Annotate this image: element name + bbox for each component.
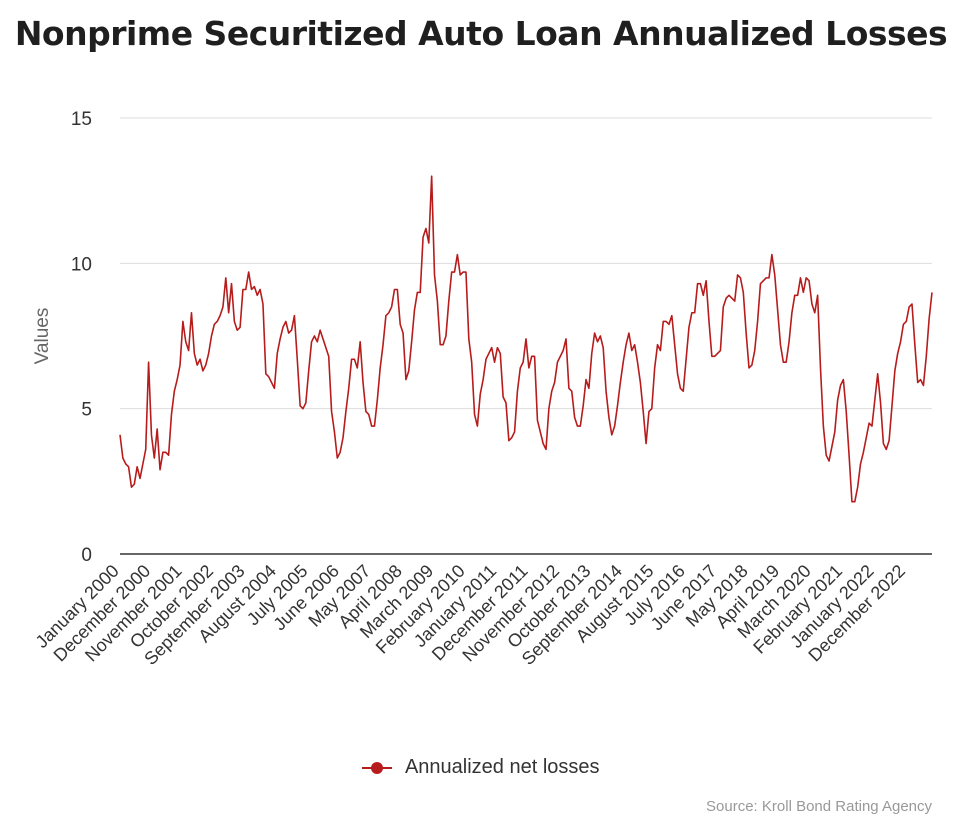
source-note: Source: Kroll Bond Rating Agency [706,798,932,815]
gridlines [120,117,932,555]
y-tick-label: 5 [81,400,92,421]
chart-title: Nonprime Securitized Auto Loan Annualize… [14,14,948,53]
legend-marker-icon [362,758,393,778]
legend[interactable]: Annualized net losses [0,756,962,779]
series-line-annualized-net-losses[interactable] [119,175,933,503]
y-tick-label: 10 [71,254,92,275]
legend-label: Annualized net losses [404,756,600,778]
y-axis-ticks: 0 5 10 15 [71,109,92,566]
y-tick-label: 0 [81,545,92,566]
y-tick-label: 15 [71,109,92,130]
series-layer [119,175,933,503]
y-axis-title: Values [32,308,53,365]
